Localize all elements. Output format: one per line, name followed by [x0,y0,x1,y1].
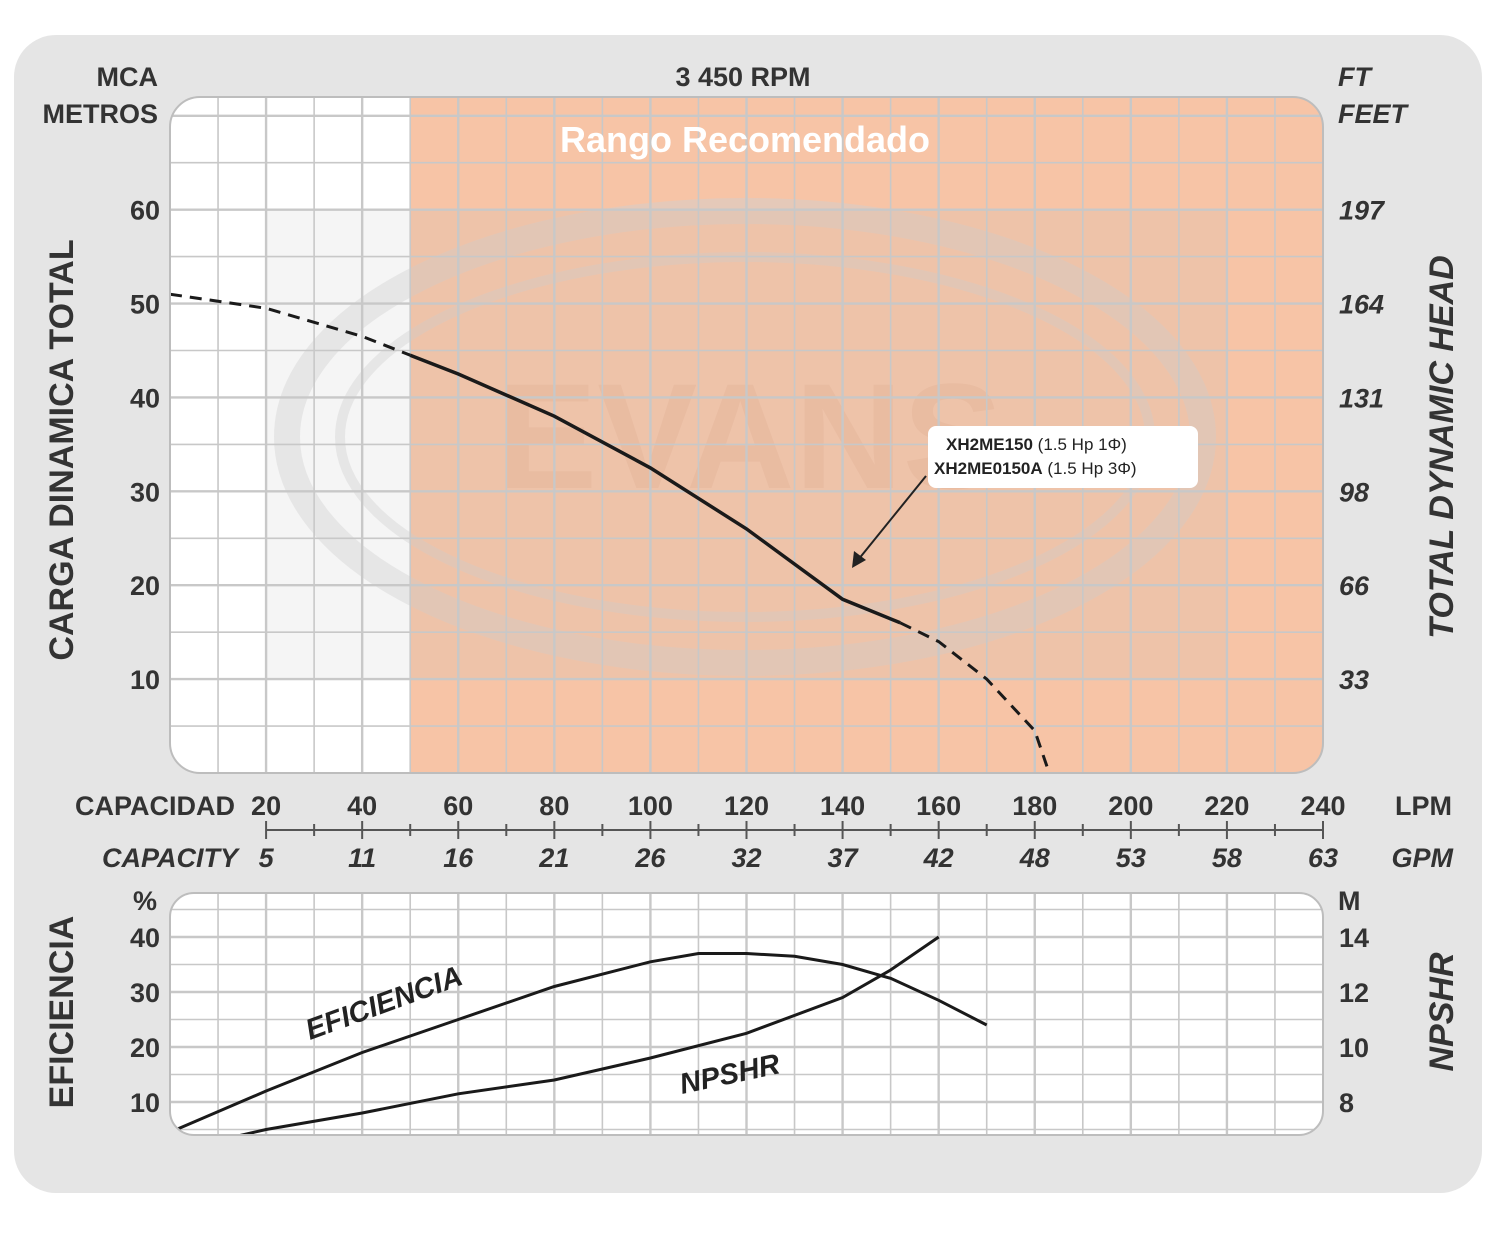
x-tick-label-gpm: 16 [443,843,474,873]
x-tick-label-lpm: 40 [347,791,377,821]
bottom-plot-border [169,892,1324,1136]
x-axis-title-gpm: CAPACITY [102,843,241,873]
chart-title-rpm: 3 450 RPM [675,62,810,92]
efficiency-tick-label: 10 [130,1088,160,1118]
x-tick-label-gpm: 5 [259,843,275,873]
x-tick-label-gpm: 11 [348,843,376,873]
x-tick-label-gpm: 53 [1116,843,1146,873]
efficiency-tick-label: 40 [130,923,160,953]
x-tick-label-lpm: 160 [916,791,961,821]
npshr-tick-label: 14 [1339,923,1369,953]
y-tick-label-right: 98 [1339,477,1369,507]
x-tick-label-lpm: 240 [1300,791,1345,821]
pump-curve-dashed-start [170,292,411,357]
y-tick-label-right: 197 [1339,196,1386,226]
left-unit-mca: MCA [97,62,159,92]
y-axis-title-left: CARGA DINAMICA TOTAL [43,239,81,660]
x-tick-label-gpm: 21 [538,843,569,873]
x-tick-label-lpm: 200 [1108,791,1153,821]
left-unit-metros: METROS [42,99,158,129]
annotation-line-1: XH2ME150 (1.5 Hp 1Φ) [946,435,1127,454]
pump-curve-solid [409,353,901,625]
efficiency-tick-label: 20 [130,1033,160,1063]
y-tick-label-left: 40 [130,383,160,413]
efficiency-axis-title: EFICIENCIA [43,916,81,1109]
watermark-ring-outer [274,198,1216,676]
x-tick-label-gpm: 32 [731,843,761,873]
x-tick-label-lpm: 20 [251,791,281,821]
watermark-text: EVANS [497,352,1003,520]
x-tick-label-lpm: 180 [1012,791,1057,821]
top-plot-border [169,96,1324,774]
y-tick-label-right: 33 [1339,665,1369,695]
efficiency-tick-label: 30 [130,978,160,1008]
y-tick-label-left: 50 [130,290,160,320]
top-plot-area: EVANS Rango Recomendado [170,97,1323,773]
y-axis-title-right: TOTAL DYNAMIC HEAD [1423,255,1461,638]
y-tick-label-right: 66 [1339,571,1370,601]
right-unit-ft: FT [1338,62,1373,92]
y-tick-label-right: 131 [1339,383,1384,413]
efficiency-curve [170,952,988,1134]
annotation-spec-1: (1.5 Hp 1Φ) [1033,435,1127,454]
x-tick-label-lpm: 80 [539,791,569,821]
x-unit-lpm: LPM [1395,791,1452,821]
x-unit-gpm: GPM [1391,843,1453,873]
x-axis-title-lpm: CAPACIDAD [75,791,235,821]
x-tick-label-lpm: 120 [724,791,769,821]
annotation-line-2: XH2ME0150A (1.5 Hp 3Φ) [934,459,1137,478]
bottom-plot-area [170,893,1323,1135]
y-tick-label-right: 164 [1339,290,1384,320]
x-tick-label-lpm: 100 [628,791,673,821]
annotation-arrow-head [852,551,866,568]
npshr-tick-label: 12 [1339,978,1369,1008]
annotation-box [928,426,1198,488]
npshr-curve [170,935,940,1135]
x-tick-label-gpm: 48 [1019,843,1050,873]
annotation-model-2: XH2ME0150A [934,459,1043,478]
npshr-tick-label: 8 [1339,1088,1354,1118]
npshr-axis-title: NPSHR [1423,952,1461,1071]
bottom-left-unit-percent: % [133,886,157,916]
x-tick-label-gpm: 26 [634,843,666,873]
y-tick-label-left: 30 [130,477,160,507]
x-tick-label-gpm: 42 [923,843,954,873]
y-tick-label-left: 20 [130,571,160,601]
npshr-tick-label: 10 [1339,1033,1369,1063]
x-tick-label-lpm: 140 [820,791,865,821]
y-tick-label-left: 60 [130,196,160,226]
recommended-range-label: Rango Recomendado [560,119,930,160]
annotation-arrow-line [857,475,927,561]
x-tick-label-gpm: 63 [1308,843,1338,873]
x-tick-label-lpm: 220 [1204,791,1249,821]
model-annotation: XH2ME150 (1.5 Hp 1Φ) XH2ME0150A (1.5 Hp 3… [852,426,1198,568]
x-tick-label-gpm: 37 [828,843,860,873]
annotation-model-1: XH2ME150 [946,435,1033,454]
bottom-right-unit-m: M [1338,886,1361,916]
x-tick-label-gpm: 58 [1212,843,1242,873]
annotation-spec-2: (1.5 Hp 3Φ) [1043,459,1137,478]
pump-curve-dashed-end [899,621,1051,773]
x-tick-label-lpm: 60 [443,791,473,821]
y-tick-label-left: 10 [130,665,160,695]
right-unit-feet: FEET [1338,99,1410,129]
